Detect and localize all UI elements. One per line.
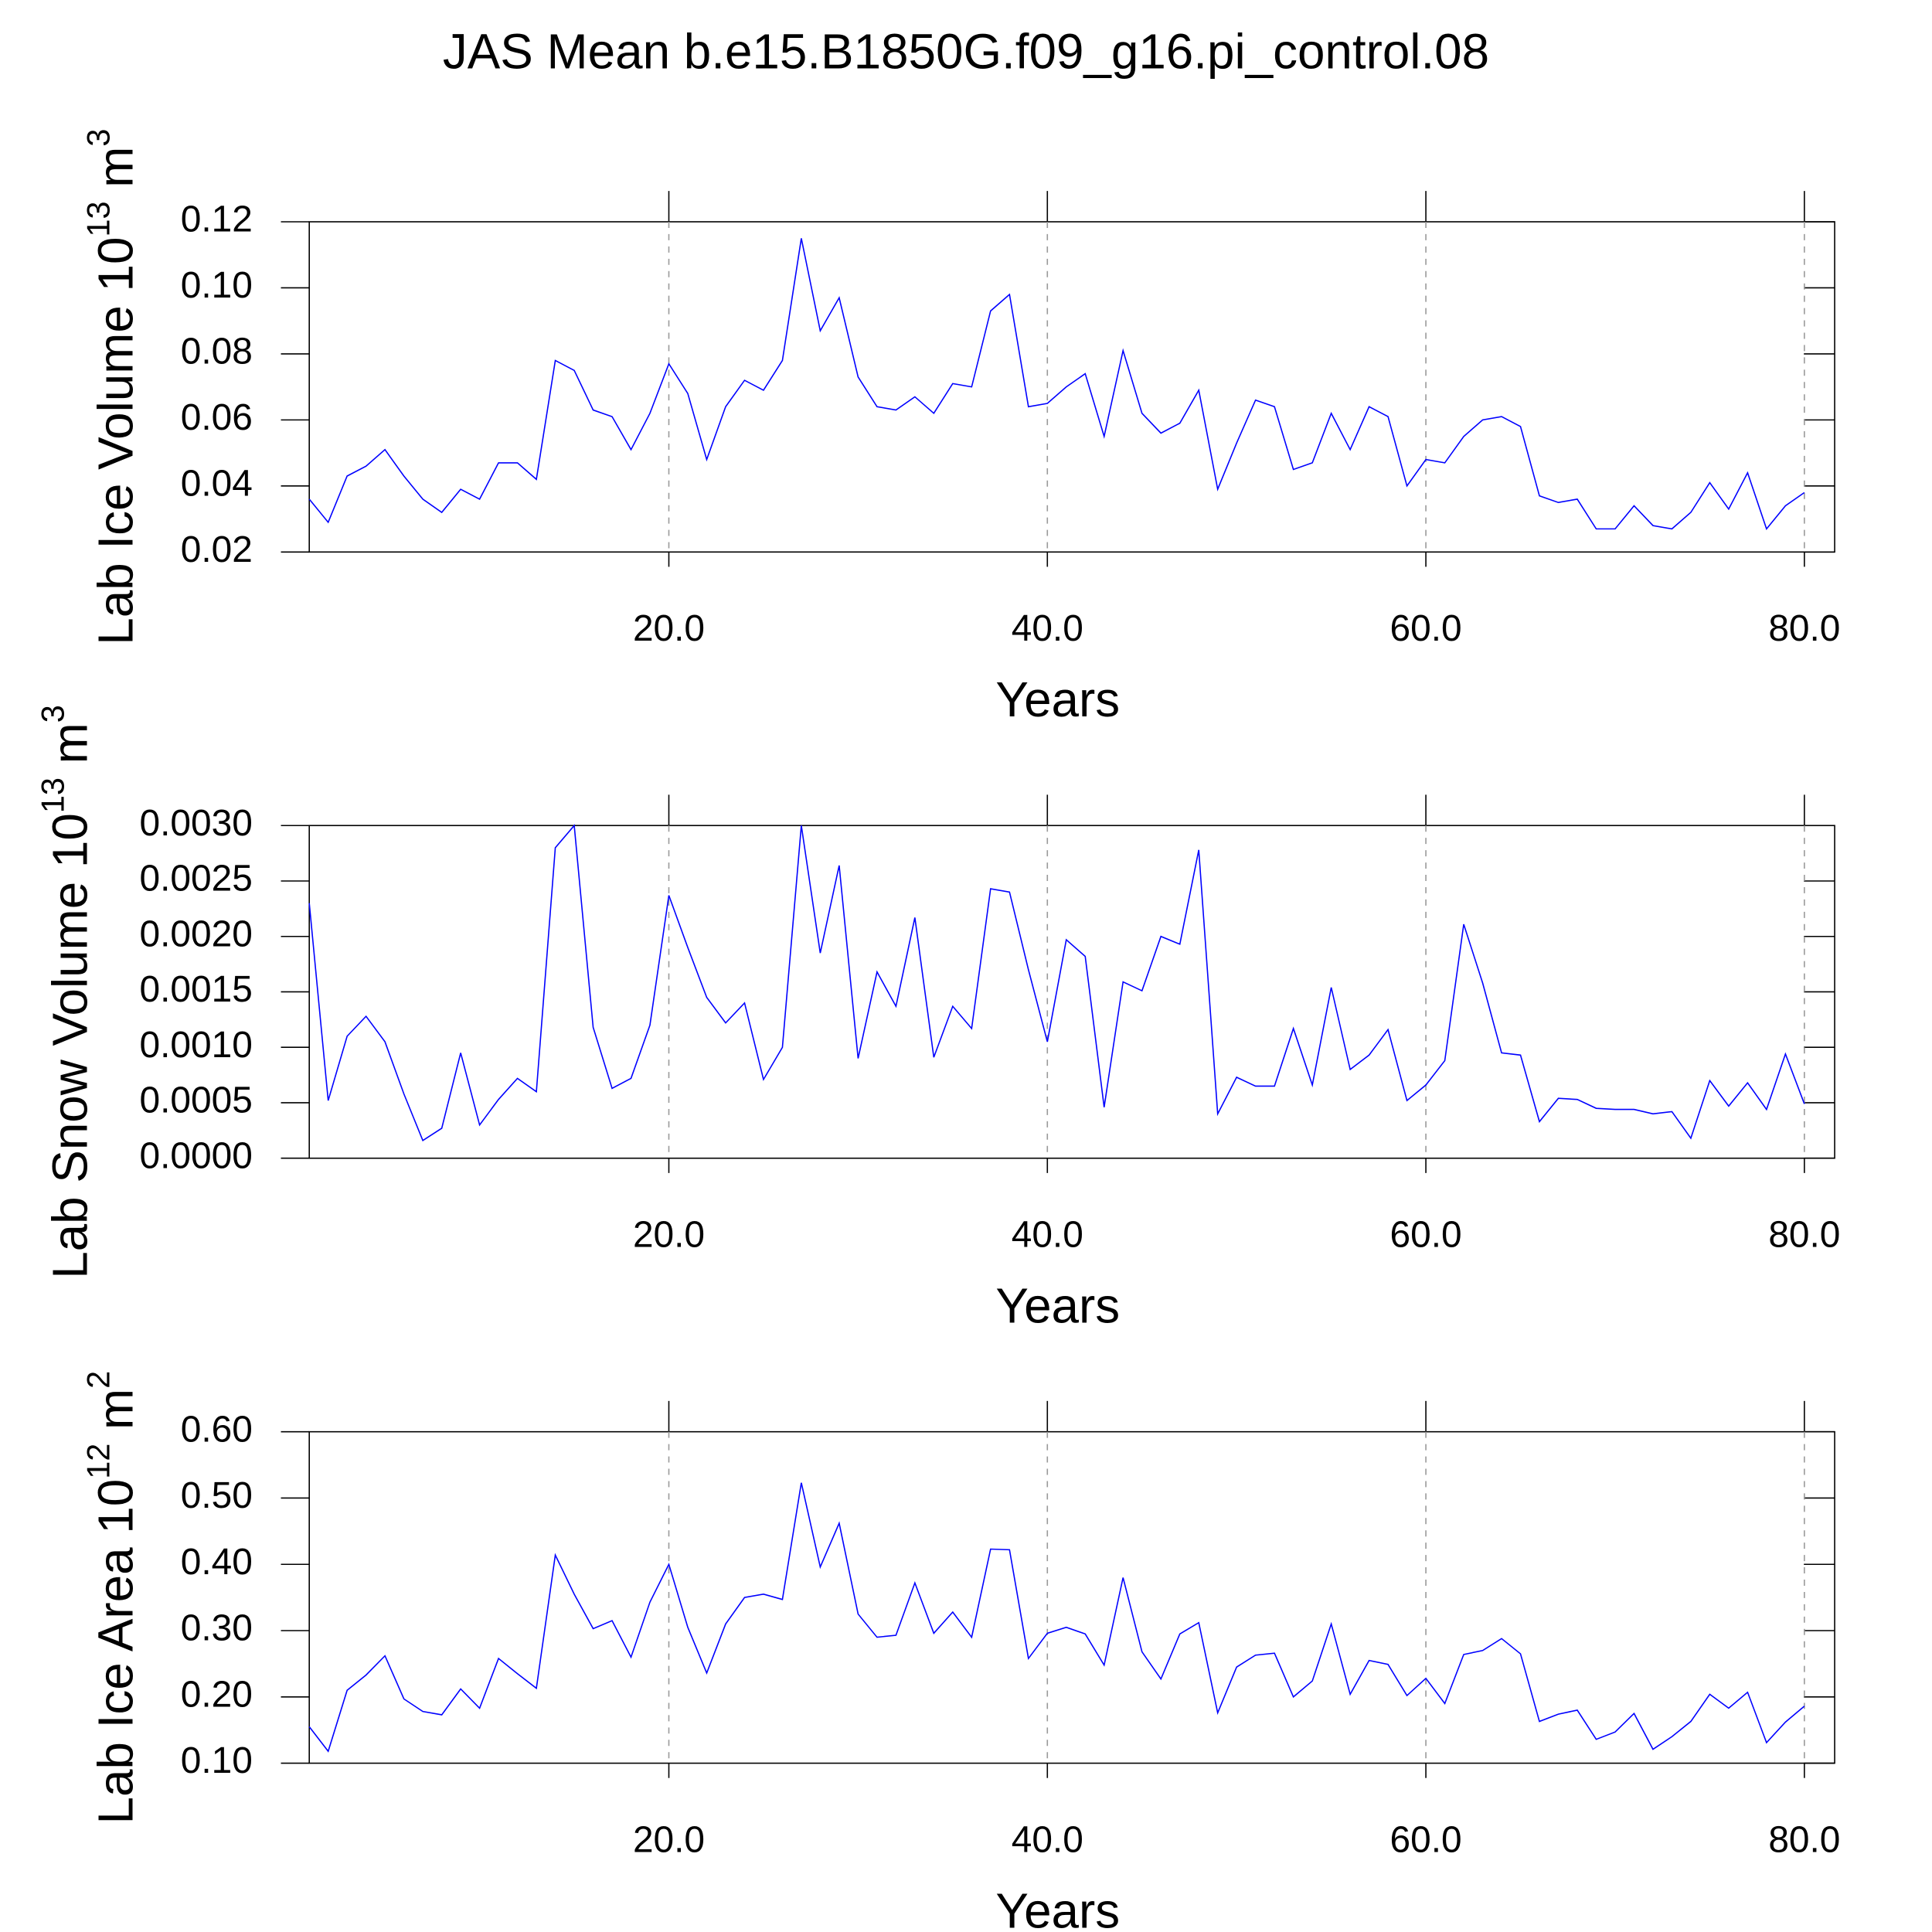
y-axis-label-part: 12 (80, 1444, 117, 1479)
y-axis-label-part: Lab Ice Area 10 (87, 1479, 143, 1825)
y-tick-label: 0.0010 (140, 1025, 253, 1066)
data-line (308, 824, 1805, 1141)
y-tick-label: 0.40 (181, 1542, 253, 1583)
y-axis-label-part: Lab Snow Volume 10 (43, 813, 98, 1279)
x-axis-label: Years (995, 1278, 1120, 1334)
x-tick-label: 80.0 (1768, 608, 1840, 649)
y-tick-label: 0.10 (181, 265, 253, 306)
x-tick-label: 60.0 (1390, 608, 1462, 649)
data-line (308, 238, 1805, 530)
x-tick-label: 80.0 (1768, 1214, 1840, 1255)
plot-frame (308, 1430, 1835, 1764)
panel: 0.02 0.04 0.06 0.08 0.10 0.12 20.0 40.0 60.0 80.0… (80, 129, 1840, 728)
x-axis-label: Years (995, 1883, 1120, 1932)
y-tick-label: 0.0020 (140, 913, 253, 954)
panel: 0.10 0.20 0.30 0.40 0.50 0.60 20.0 40.0 60.0 80.0… (80, 1371, 1840, 1932)
x-tick-label: 60.0 (1390, 1214, 1462, 1255)
y-tick-label: 0.10 (181, 1740, 253, 1781)
y-tick-label: 0.0030 (140, 803, 253, 844)
y-tick-label: 0.20 (181, 1674, 253, 1715)
y-axis-label-part: 2 (80, 1371, 117, 1389)
x-tick-label: 40.0 (1012, 608, 1083, 649)
y-tick-label: 0.0025 (140, 859, 253, 900)
y-axis-label: Lab Ice Volume 1013 m3 (80, 129, 143, 645)
x-axis-label: Years (995, 672, 1120, 727)
y-axis-label-part: m (87, 147, 143, 202)
y-axis-label-part: 13 (35, 777, 71, 813)
y-axis-label-part: m (43, 723, 98, 777)
plot-frame (308, 221, 1835, 553)
y-tick-label: 0.0000 (140, 1135, 253, 1176)
y-tick-label: 0.06 (181, 397, 253, 438)
data-line (308, 1482, 1805, 1753)
x-tick-label: 20.0 (633, 608, 705, 649)
y-tick-label: 0.30 (181, 1608, 253, 1649)
y-axis-label-part: 13 (80, 201, 117, 236)
y-tick-label: 0.0005 (140, 1080, 253, 1121)
y-tick-label: 0.04 (181, 463, 253, 504)
x-tick-label: 60.0 (1390, 1819, 1462, 1860)
y-tick-label: 0.02 (181, 529, 253, 570)
x-tick-label: 20.0 (633, 1819, 705, 1860)
x-tick-label: 40.0 (1012, 1214, 1083, 1255)
y-tick-label: 0.12 (181, 199, 253, 240)
y-axis-label-part: 3 (35, 705, 71, 723)
y-axis-label-part: 3 (80, 129, 117, 147)
y-tick-label: 0.50 (181, 1475, 253, 1516)
y-axis-label-part: m (87, 1389, 143, 1444)
y-axis-label: Lab Snow Volume 1013 m3 (35, 705, 97, 1279)
y-axis-label-part: Lab Ice Volume 10 (87, 237, 143, 645)
y-tick-label: 0.0015 (140, 969, 253, 1010)
panel: 0.0000 0.0005 0.0010 0.0015 0.0020 0.0025 0.00… (35, 705, 1840, 1334)
x-tick-label: 80.0 (1768, 1819, 1840, 1860)
x-tick-label: 40.0 (1012, 1819, 1083, 1860)
y-tick-label: 0.60 (181, 1409, 253, 1450)
y-axis-label: Lab Ice Area 1012 m2 (80, 1371, 143, 1825)
figure-title: JAS Mean b.e15.B1850G.f09_g16.pi_control… (443, 24, 1489, 80)
x-tick-label: 20.0 (633, 1214, 705, 1255)
y-tick-label: 0.08 (181, 332, 253, 372)
